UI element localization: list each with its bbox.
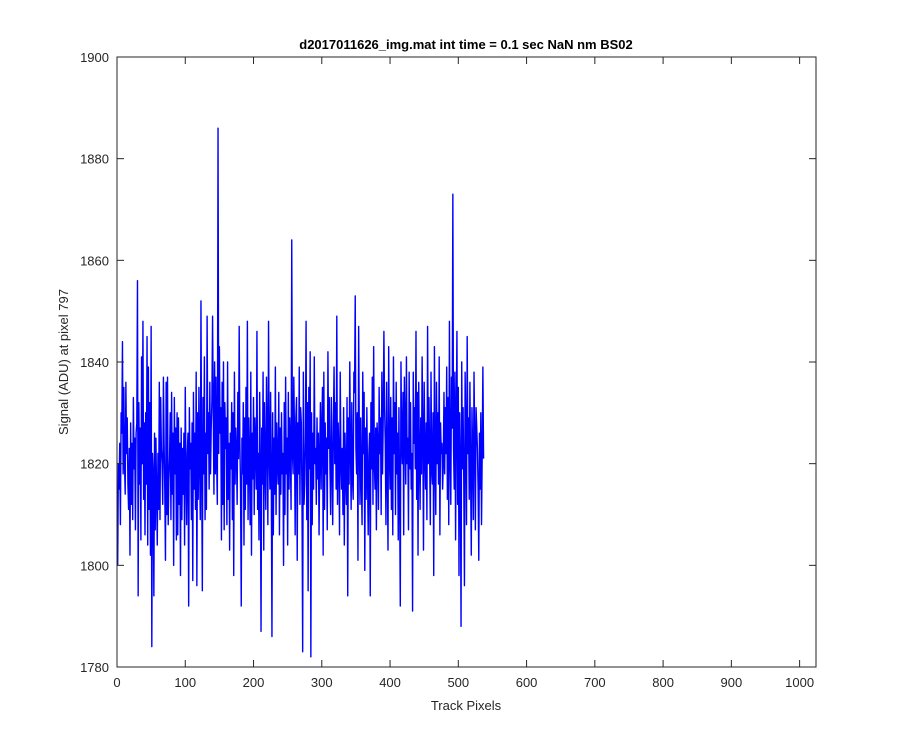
y-tick-label: 1780 <box>80 660 109 675</box>
y-tick-label: 1860 <box>80 253 109 268</box>
x-axis: 0 100 200 300 400 500 600 700 800 900 1000 <box>113 57 814 690</box>
x-tick-label: 500 <box>447 675 469 690</box>
x-tick-label: 1000 <box>785 675 814 690</box>
y-axis: 1780 1800 1820 1840 1860 1880 1900 <box>80 50 816 675</box>
x-tick-label: 0 <box>113 675 120 690</box>
y-axis-label: Signal (ADU) at pixel 797 <box>56 289 71 435</box>
y-tick-label: 1880 <box>80 152 109 167</box>
x-tick-label: 900 <box>721 675 743 690</box>
series-layer <box>116 127 485 658</box>
x-tick-label: 600 <box>516 675 538 690</box>
y-tick-label: 1840 <box>80 355 109 370</box>
series-line-0 <box>116 127 485 658</box>
y-tick-label: 1820 <box>80 457 109 472</box>
y-tick-label: 1800 <box>80 558 109 573</box>
y-tick-label: 1900 <box>80 50 109 65</box>
x-tick-label: 200 <box>243 675 265 690</box>
x-tick-label: 700 <box>584 675 606 690</box>
x-tick-label: 800 <box>652 675 674 690</box>
x-tick-label: 400 <box>379 675 401 690</box>
x-axis-label: Track Pixels <box>431 698 502 713</box>
chart-title: d2017011626_img.mat int time = 0.1 sec N… <box>299 37 632 52</box>
x-tick-label: 300 <box>311 675 333 690</box>
x-tick-label: 100 <box>174 675 196 690</box>
